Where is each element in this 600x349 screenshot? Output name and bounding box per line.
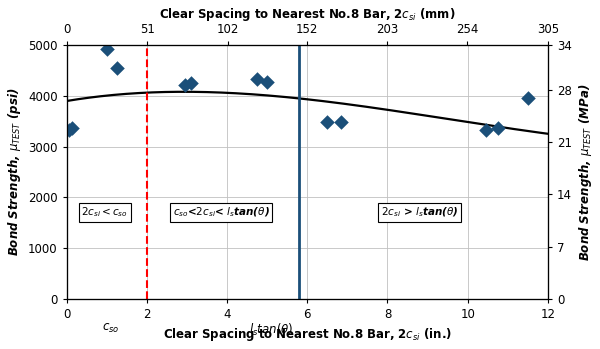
X-axis label: Clear Spacing to Nearest No.8 Bar, 2$c_{si}$ (mm): Clear Spacing to Nearest No.8 Bar, 2$c_{… [159, 6, 455, 23]
Point [481, 128, 491, 133]
Text: $c_{so}$: $c_{so}$ [102, 322, 119, 335]
Point [337, 119, 346, 125]
Point [262, 79, 272, 84]
Y-axis label: Bond Strength, $\mu_{TEST}$ (psi): Bond Strength, $\mu_{TEST}$ (psi) [5, 88, 23, 256]
Text: $2c_{si} < c_{so}$: $2c_{si} < c_{so}$ [82, 206, 128, 220]
Text: $l_s tan(\theta)$: $l_s tan(\theta)$ [249, 322, 293, 338]
Point [67, 125, 76, 131]
Text: $c_{so}$<$2c_{si}$< $l_s$tan($\theta$): $c_{so}$<$2c_{si}$< $l_s$tan($\theta$) [173, 206, 269, 220]
Text: $2c_{si}$ > $l_s$tan($\theta$): $2c_{si}$ > $l_s$tan($\theta$) [381, 206, 458, 220]
Point [493, 125, 503, 131]
Point [523, 95, 533, 101]
Point [186, 80, 196, 86]
Point [323, 119, 332, 125]
Point [102, 46, 112, 52]
Point [112, 66, 122, 71]
Point [180, 82, 190, 88]
Point [64, 127, 74, 133]
X-axis label: Clear Spacing to Nearest No.8 Bar, 2$c_{si}$ (in.): Clear Spacing to Nearest No.8 Bar, 2$c_{… [163, 326, 452, 343]
Y-axis label: Bond Strength, $\mu_{TEST}$ (MPa): Bond Strength, $\mu_{TEST}$ (MPa) [577, 83, 595, 261]
Point [253, 76, 262, 81]
